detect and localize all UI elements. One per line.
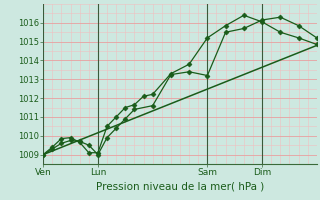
X-axis label: Pression niveau de la mer( hPa ): Pression niveau de la mer( hPa ) [96,181,264,191]
